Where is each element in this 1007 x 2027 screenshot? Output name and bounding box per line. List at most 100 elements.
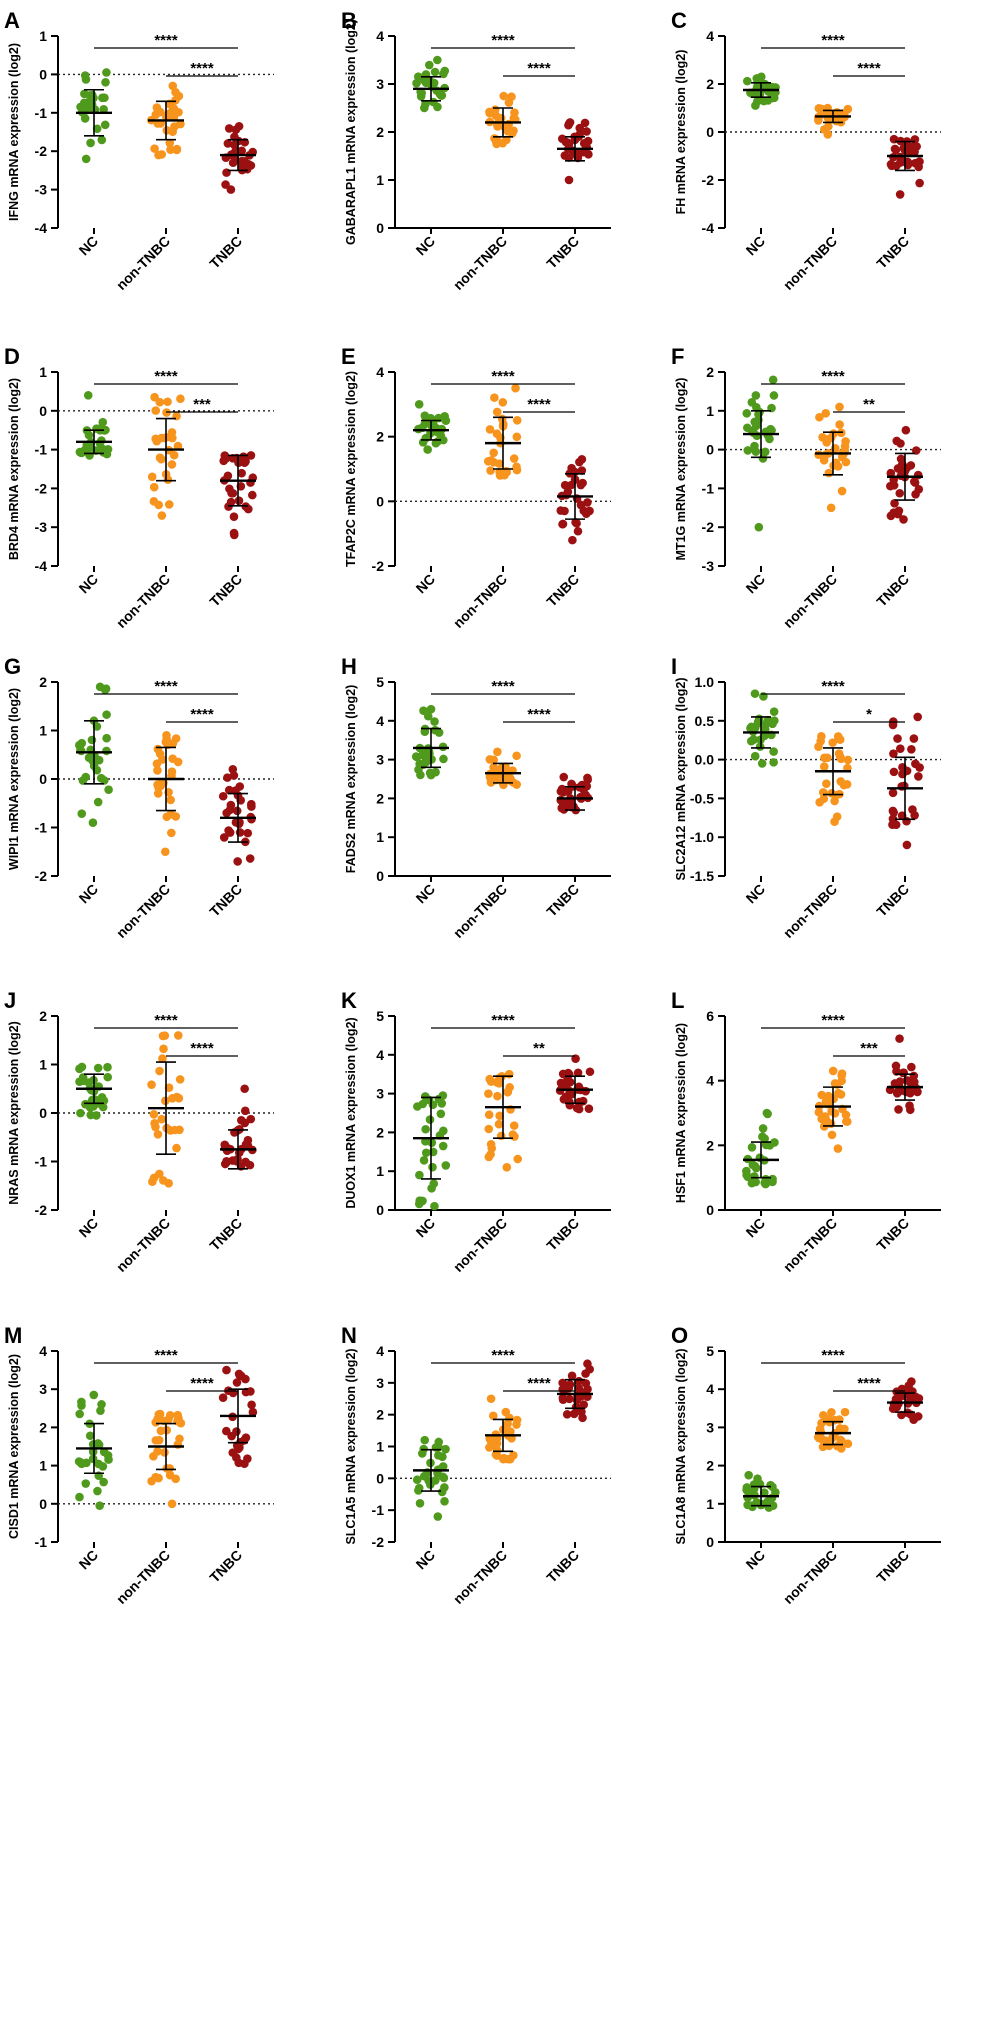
data-point <box>843 1439 853 1449</box>
data-point <box>562 1409 572 1419</box>
data-point <box>763 715 773 725</box>
y-tick-label: 5 <box>376 674 384 690</box>
data-point <box>899 143 909 153</box>
panel-A: A 1 0 -1 -2 -3 -4 IFNG mRNA expression (log2) NC… <box>4 8 274 293</box>
group-tnbc <box>556 772 593 815</box>
data-point <box>499 91 509 101</box>
x-tick-label-tnbc: TNBC <box>206 233 245 272</box>
data-point <box>490 393 499 402</box>
data-point <box>418 1099 428 1109</box>
data-point <box>891 1394 901 1404</box>
y-tick-label: 0 <box>706 1534 714 1550</box>
data-point <box>814 116 823 125</box>
data-point <box>512 432 522 442</box>
data-point <box>78 447 87 457</box>
y-tick-label: -1 <box>35 1534 48 1550</box>
data-point <box>492 407 502 417</box>
data-point <box>563 1068 573 1078</box>
significance-label: **** <box>190 706 214 723</box>
data-point <box>843 104 853 114</box>
data-point <box>235 828 245 837</box>
data-point <box>564 119 574 129</box>
data-point <box>743 76 752 86</box>
data-point <box>159 1044 168 1054</box>
y-tick-label: 1 <box>376 829 384 845</box>
data-point <box>513 1154 523 1164</box>
data-point <box>414 1483 424 1493</box>
group-nc <box>413 400 451 454</box>
panel-letter: F <box>671 344 684 369</box>
data-point <box>162 812 172 822</box>
significance-label: **** <box>527 706 551 723</box>
y-tick-label: 0 <box>39 66 47 82</box>
data-point <box>172 144 182 154</box>
data-point <box>414 765 423 774</box>
data-point <box>568 535 577 545</box>
data-point <box>766 1480 775 1490</box>
y-tick-label: 1 <box>706 1496 714 1512</box>
data-point <box>85 1431 95 1441</box>
data-point <box>837 486 847 496</box>
data-point <box>417 88 426 98</box>
data-point <box>158 1054 167 1063</box>
data-point <box>439 1126 448 1136</box>
data-point <box>750 689 760 698</box>
x-tick-label-tnbc: TNBC <box>873 571 912 610</box>
group-tnbc <box>219 451 258 540</box>
data-point <box>894 506 904 516</box>
data-point <box>489 763 498 772</box>
data-point <box>557 803 567 813</box>
significance-label: **** <box>821 1347 845 1364</box>
data-point <box>436 431 446 441</box>
y-tick-label: 2 <box>39 674 47 690</box>
data-point <box>494 1079 504 1088</box>
y-tick-label: 5 <box>706 1343 714 1359</box>
data-point <box>909 734 919 743</box>
data-point <box>490 134 499 143</box>
data-point <box>165 1464 174 1473</box>
data-point <box>824 468 834 478</box>
x-tick-label-nc: NC <box>75 881 101 907</box>
data-point <box>156 1426 166 1436</box>
data-point <box>94 755 104 765</box>
data-point <box>485 108 495 118</box>
data-point <box>750 1161 760 1171</box>
y-tick-label: -1 <box>372 1502 385 1518</box>
data-point <box>148 1177 157 1187</box>
x-tick-label-non-tnbc: non-TNBC <box>113 1215 173 1275</box>
y-axis-label: HSF1 mRNA expression (log2) <box>674 1023 688 1203</box>
data-point <box>506 776 516 786</box>
panel-H: H 5 4 3 2 1 0 FADS2 mRNA expression (log2) NC non… <box>341 654 611 941</box>
data-point <box>245 854 255 863</box>
significance-label: **** <box>154 32 178 49</box>
group-nc <box>76 68 112 164</box>
data-point <box>234 496 244 505</box>
panel-J: J 2 1 0 -1 -2 NRAS mRNA expression (log2) NC non… <box>4 988 274 1275</box>
group-non-tnbc <box>147 392 185 520</box>
data-point <box>815 412 824 422</box>
data-point <box>742 409 752 418</box>
x-tick-label-tnbc: TNBC <box>873 1547 912 1586</box>
panel-letter: E <box>341 344 356 369</box>
data-point <box>162 126 172 135</box>
significance-label: **** <box>527 60 551 77</box>
data-point <box>248 490 257 500</box>
group-nc <box>743 689 779 768</box>
data-point <box>167 428 177 437</box>
y-axis-label: NRAS mRNA expression (log2) <box>7 1021 21 1205</box>
data-point <box>86 1110 96 1120</box>
x-tick-label-nc: NC <box>742 881 768 907</box>
data-point <box>899 515 908 524</box>
group-tnbc <box>887 1377 924 1425</box>
group-non-tnbc <box>484 1069 523 1172</box>
data-point <box>154 500 163 510</box>
panel-letter: C <box>671 8 687 33</box>
data-point <box>585 1364 595 1374</box>
y-tick-label: -4 <box>702 220 715 236</box>
x-tick-label-nc: NC <box>742 571 768 597</box>
panel-F: F 2 1 0 -1 -2 -3 MT1G mRNA expression (log2) NC n… <box>671 344 941 631</box>
x-tick-label-non-tnbc: non-TNBC <box>113 571 173 631</box>
data-point <box>426 704 436 714</box>
group-tnbc <box>886 425 924 524</box>
